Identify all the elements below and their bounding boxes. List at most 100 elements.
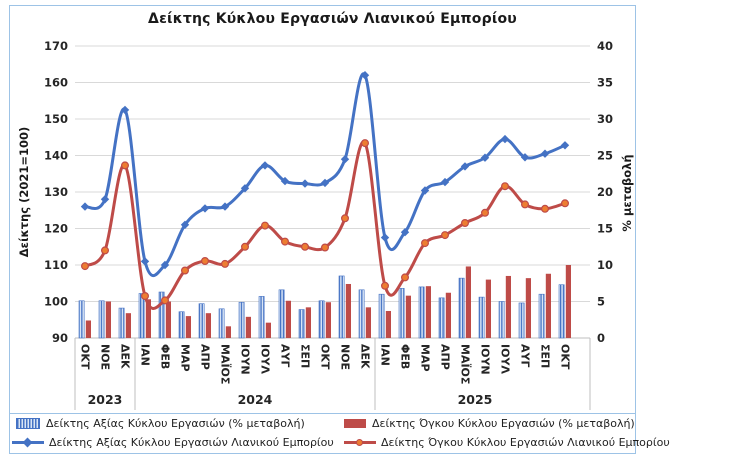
bar-volume-pct — [505, 275, 511, 338]
marker-diamond — [260, 161, 270, 170]
bar-volume-pct — [565, 265, 571, 338]
x-month-label: ΟΚΤ — [79, 344, 92, 370]
left-axis-tick-label: 110 — [44, 258, 68, 272]
bar-volume-pct — [305, 307, 311, 338]
legend-label: Δείκτης Όγκου Κύκλου Εργασιών Λιανικού Ε… — [381, 435, 670, 449]
bar-value-pct — [278, 289, 285, 339]
marker-diamond — [340, 155, 350, 164]
marker-diamond — [240, 184, 250, 193]
marker-circle — [281, 237, 290, 246]
x-month-label: ΜΑΪΟΣ — [459, 344, 473, 384]
legend-label: Δείκτης Αξίας Κύκλου Εργασιών (% μεταβολ… — [46, 416, 305, 430]
x-month-label: ΝΟΕ — [99, 344, 112, 370]
x-month-label: ΣΕΠ — [539, 344, 552, 368]
marker-diamond — [120, 105, 130, 115]
bar-value-pct — [78, 300, 85, 339]
right-axis-tick-label: 10 — [597, 258, 613, 272]
marker-diamond — [380, 233, 390, 242]
bar-volume-pct — [445, 292, 451, 338]
right-axis-tick-label: 25 — [597, 149, 613, 163]
solid-bar-swatch-icon — [344, 418, 366, 428]
x-month-label: ΙΟΥΝ — [239, 344, 252, 375]
bar-value-pct — [318, 300, 325, 339]
x-month-label: ΣΕΠ — [299, 344, 312, 368]
marker-circle — [421, 239, 430, 248]
bar-volume-pct — [145, 299, 151, 338]
bar-volume-pct — [265, 322, 271, 338]
x-month-label: ΔΕΚ — [119, 344, 132, 369]
left-axis-tick-label: 160 — [44, 76, 68, 90]
marker-diamond — [200, 204, 210, 213]
chart-title: Δείκτης Κύκλου Εργασιών Λιανικού Εμπορίο… — [148, 11, 517, 27]
right-axis-tick-label: 30 — [597, 112, 613, 126]
bar-volume-pct — [385, 310, 391, 338]
marker-circle — [241, 242, 250, 251]
right-axis-tick-label: 15 — [597, 222, 613, 236]
x-month-label: ΝΟΕ — [339, 344, 352, 370]
marker-diamond — [500, 134, 510, 144]
marker-circle — [441, 231, 450, 240]
bar-volume-pct — [125, 313, 131, 338]
bar-value-pct — [338, 275, 345, 339]
marker-diamond — [180, 220, 190, 229]
marker-diamond — [420, 186, 430, 195]
marker-diamond — [560, 141, 570, 150]
bar-volume-pct — [345, 283, 351, 338]
marker-circle — [461, 219, 470, 228]
marker-circle — [120, 161, 129, 170]
x-month-label: ΦΕΒ — [159, 344, 172, 369]
x-month-label: ΜΑΡ — [179, 344, 192, 372]
hatched-bar-swatch-icon — [16, 417, 40, 429]
bar-volume-pct — [525, 278, 531, 338]
x-month-label: ΟΚΤ — [319, 344, 332, 370]
marker-diamond — [300, 179, 310, 188]
bar-volume-pct — [465, 266, 471, 338]
right-axis-tick-label: 35 — [597, 76, 613, 90]
marker-diamond — [280, 176, 290, 186]
bar-value-pct — [198, 303, 205, 339]
right-axis-tick-label: 5 — [597, 295, 605, 309]
marker-circle — [80, 262, 89, 271]
bar-value-pct — [378, 293, 385, 339]
bar-volume-pct — [105, 301, 111, 338]
legend-item-value-pct: Δείκτης Αξίας Κύκλου Εργασιών (% μεταβολ… — [16, 416, 305, 430]
marker-circle — [100, 246, 109, 255]
x-year-label: 2025 — [458, 392, 493, 407]
legend-item-volume-index: Δείκτης Όγκου Κύκλου Εργασιών Λιανικού Ε… — [344, 435, 670, 449]
bar-volume-pct — [285, 300, 291, 338]
bar-value-pct — [358, 289, 365, 339]
marker-circle — [181, 266, 190, 275]
marker-circle — [481, 208, 490, 217]
marker-diamond — [100, 195, 110, 204]
legend-item-volume-pct: Δείκτης Όγκου Κύκλου Εργασιών (% μεταβολ… — [344, 416, 635, 430]
bar-value-pct — [178, 311, 185, 339]
x-month-label: ΑΠΡ — [439, 344, 452, 370]
bar-volume-pct — [485, 279, 491, 338]
marker-diamond — [80, 202, 90, 211]
bar-value-pct — [558, 284, 565, 339]
x-year-label: 2024 — [238, 392, 273, 407]
left-axis-tick-label: 140 — [44, 149, 68, 163]
marker-diamond — [360, 71, 370, 80]
bar-volume-pct — [205, 313, 211, 338]
red-line-swatch-icon — [344, 436, 376, 448]
marker-circle — [141, 292, 150, 301]
x-month-label: ΔΕΚ — [359, 344, 372, 369]
right-axis-tick-label: 40 — [597, 39, 613, 53]
x-month-label: ΙΟΥΛ — [259, 344, 272, 374]
legend-label: Δείκτης Όγκου Κύκλου Εργασιών (% μεταβολ… — [372, 416, 635, 430]
bar-value-pct — [218, 308, 225, 339]
x-month-label: ΜΑΡ — [419, 344, 432, 372]
bar-value-pct — [258, 296, 265, 339]
legend-item-value-index: Δείκτης Αξίας Κύκλου Εργασιών Λιανικού Ε… — [12, 435, 334, 449]
marker-diamond — [220, 202, 230, 211]
left-axis-tick-label: 170 — [44, 39, 68, 53]
marker-circle — [560, 199, 569, 208]
bar-value-pct — [138, 293, 145, 339]
marker-circle — [540, 204, 549, 213]
bar-volume-pct — [365, 307, 371, 338]
bar-value-pct — [298, 309, 305, 339]
marker-diamond — [160, 260, 170, 270]
bar-value-pct — [398, 288, 405, 339]
